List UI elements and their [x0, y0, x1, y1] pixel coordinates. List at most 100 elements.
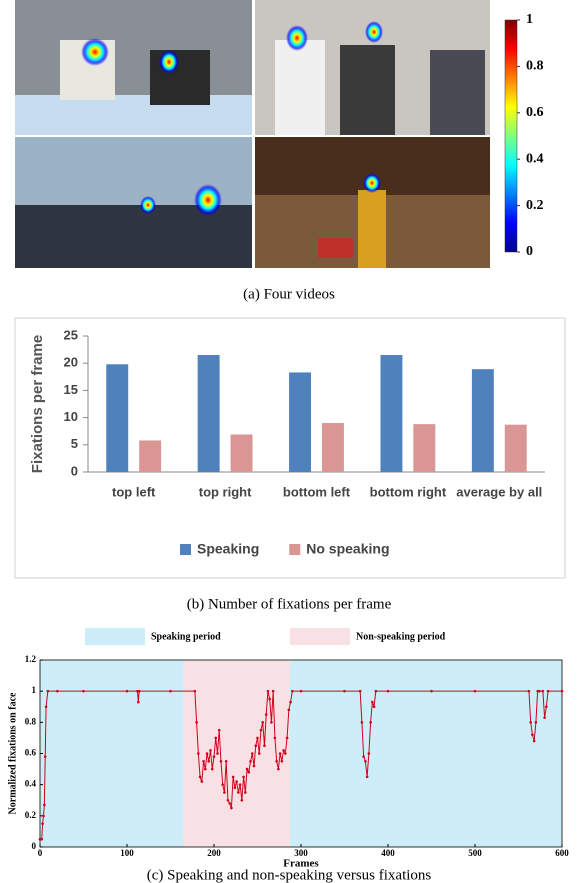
point: [367, 752, 371, 755]
tick-label: 0.2: [526, 198, 544, 213]
point: [372, 705, 376, 709]
point: [125, 689, 129, 693]
person: [358, 190, 386, 268]
colorbar: [504, 19, 518, 253]
point: [291, 689, 294, 693]
point: [43, 755, 47, 758]
point: [214, 736, 218, 740]
point: [264, 713, 268, 716]
point: [40, 837, 44, 841]
point: [195, 721, 198, 724]
legend-label: Non-speaking period: [356, 631, 446, 642]
y-tick-label: 0.2: [25, 810, 37, 820]
bar: [230, 434, 253, 472]
point: [282, 749, 285, 752]
point: [204, 767, 207, 771]
point: [137, 689, 141, 693]
point: [285, 736, 289, 740]
bar: [139, 440, 162, 472]
x-axis-title: Frames: [283, 858, 319, 870]
tick-label: 0.4: [526, 151, 544, 166]
point: [360, 721, 364, 724]
y-axis-title: Fixations per frame: [29, 335, 46, 473]
point: [242, 775, 245, 779]
tick-label: 1: [526, 12, 533, 27]
y-tick-label: 10: [64, 409, 78, 424]
tick-label: 0: [526, 244, 533, 259]
point: [216, 752, 219, 755]
caption: (b) Number of fixations per frame: [187, 596, 392, 612]
bar: [106, 364, 129, 472]
point: [82, 689, 85, 693]
point: [254, 744, 258, 748]
table: [318, 238, 353, 258]
point: [193, 689, 197, 693]
point: [374, 689, 378, 693]
fixation-heat: [286, 25, 308, 51]
point: [237, 791, 240, 794]
y-tick-label: 0: [71, 463, 78, 478]
point: [343, 689, 346, 693]
bar: [289, 372, 312, 472]
person: [430, 50, 485, 135]
bar: [413, 424, 436, 472]
x-tick-label: 400: [381, 848, 395, 858]
point: [560, 689, 564, 693]
point: [545, 705, 548, 709]
fixation-heat: [194, 184, 222, 216]
point: [543, 716, 546, 719]
point: [228, 802, 231, 805]
point: [541, 689, 545, 693]
tick-label: 0.6: [526, 105, 544, 120]
y-axis-title: Normalized fixations on face: [7, 692, 18, 814]
point: [42, 814, 45, 818]
point: [231, 775, 235, 779]
legend-swatch: [180, 544, 191, 555]
point: [473, 689, 477, 693]
point: [209, 749, 212, 752]
y-tick-label: 20: [64, 355, 78, 370]
point: [197, 752, 200, 755]
fixation-heat: [363, 173, 381, 193]
point: [268, 697, 271, 701]
point: [233, 786, 237, 790]
point: [219, 759, 223, 763]
x-tick-label: bottom right: [370, 484, 447, 499]
period-band: [289, 660, 562, 847]
bar: [504, 424, 527, 472]
x-tick-label: 100: [120, 848, 134, 858]
x-tick-label: 200: [207, 848, 221, 858]
point: [223, 791, 226, 794]
caption: (a) Four videos: [243, 286, 335, 302]
point: [386, 689, 390, 693]
bar: [471, 369, 494, 472]
y-tick-label: 5: [71, 436, 78, 451]
point: [198, 775, 202, 779]
point: [44, 705, 48, 709]
point: [261, 721, 265, 724]
point: [137, 700, 140, 704]
point: [369, 721, 372, 724]
point: [250, 752, 254, 755]
y-tick-label: 25: [64, 327, 78, 342]
point: [41, 822, 44, 825]
point: [212, 755, 216, 758]
bar: [321, 423, 344, 472]
point: [289, 700, 292, 704]
desk: [15, 95, 252, 135]
point: [244, 791, 247, 794]
x-tick-label: top left: [112, 484, 156, 499]
point: [252, 764, 256, 768]
point: [358, 689, 362, 693]
legend-swatch: [85, 628, 145, 645]
x-tick-label: 0: [38, 848, 43, 858]
legend-label: Speaking period: [151, 631, 221, 642]
x-tick-label: top right: [199, 484, 252, 499]
point: [299, 689, 303, 693]
point: [284, 752, 287, 755]
bar: [380, 355, 403, 472]
crowd: [15, 205, 252, 268]
point: [249, 759, 252, 763]
point: [430, 689, 433, 693]
point: [240, 798, 244, 802]
